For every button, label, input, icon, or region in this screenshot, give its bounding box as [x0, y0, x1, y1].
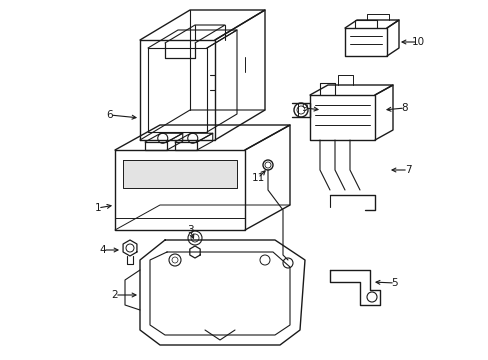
- Text: 9: 9: [301, 103, 307, 113]
- Text: 5: 5: [391, 278, 398, 288]
- Text: 1: 1: [95, 203, 101, 213]
- Text: 7: 7: [404, 165, 410, 175]
- Text: 6: 6: [106, 110, 113, 120]
- Text: 10: 10: [410, 37, 424, 47]
- Text: 3: 3: [186, 225, 193, 235]
- Text: 4: 4: [100, 245, 106, 255]
- Text: 8: 8: [401, 103, 407, 113]
- Polygon shape: [123, 160, 237, 188]
- Text: 11: 11: [251, 173, 264, 183]
- Text: 2: 2: [111, 290, 118, 300]
